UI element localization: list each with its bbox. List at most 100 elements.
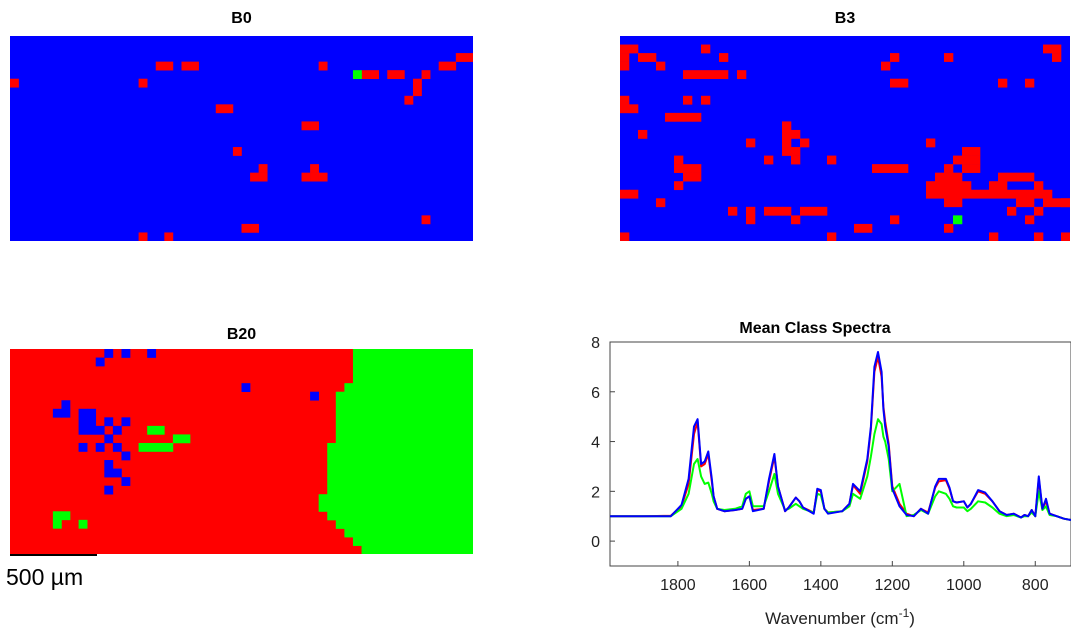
red-class-pixel [791, 147, 801, 156]
red-class-pixel [953, 189, 963, 199]
green-class-pixel [138, 442, 148, 452]
map-title-b3: B3 [834, 10, 856, 27]
red-class-pixel [10, 78, 19, 88]
y-tick-label: 4 [591, 435, 600, 452]
blue-class-pixel [87, 425, 97, 435]
x-axis-label: Wavenumber (cm-1) [765, 606, 915, 628]
red-class-pixel [656, 198, 666, 208]
y-tick-label: 6 [591, 385, 600, 402]
red-class-pixel [361, 70, 371, 80]
red-class-pixel [827, 232, 837, 241]
red-class-pixel [935, 172, 945, 182]
red-class-pixel [438, 61, 448, 71]
red-class-pixel [674, 164, 684, 173]
red-class-pixel [1007, 189, 1017, 199]
green-region-row [327, 485, 473, 495]
red-class-pixel [1025, 215, 1035, 225]
blue-class-pixel [61, 408, 71, 418]
red-class-pixel [1016, 172, 1026, 182]
red-class-spectrum-line [610, 355, 1071, 521]
blue-class-pixel [112, 442, 122, 452]
red-class-pixel [656, 61, 666, 71]
green-class-pixel [155, 425, 165, 435]
blue-class-pixel [241, 383, 251, 393]
red-class-pixel [890, 78, 900, 88]
red-class-pixel [773, 206, 783, 216]
green-class-pixel [953, 215, 963, 225]
red-class-pixel [881, 164, 891, 173]
red-class-pixel [962, 189, 972, 199]
red-class-pixel [989, 189, 999, 199]
blue-class-pixel [78, 417, 88, 427]
red-class-pixel [701, 70, 711, 80]
red-class-pixel [980, 189, 990, 199]
red-class-pixel [719, 53, 729, 62]
red-class-pixel [782, 147, 792, 156]
red-class-pixel [620, 189, 630, 199]
red-class-pixel [629, 104, 639, 114]
red-class-pixel [447, 61, 457, 71]
blue-class-spectrum-line [610, 351, 1071, 521]
green-class-pixel [52, 519, 62, 529]
red-class-pixel [629, 189, 639, 199]
blue-class-pixel [104, 485, 114, 495]
blue-class-pixel [121, 477, 131, 486]
red-class-pixel [764, 155, 774, 165]
red-class-pixel [782, 206, 792, 216]
map-title-b0: B0 [231, 10, 252, 27]
red-class-pixel [692, 164, 702, 173]
class-map-b20 [10, 349, 473, 554]
red-class-pixel [944, 172, 954, 182]
red-class-pixel [998, 189, 1008, 199]
red-class-pixel [791, 215, 801, 225]
red-class-pixel [620, 95, 630, 105]
blue-class-pixel [104, 434, 114, 444]
red-class-pixel [935, 181, 945, 191]
red-class-pixel [421, 215, 431, 225]
red-class-pixel [224, 104, 234, 114]
red-class-pixel [620, 104, 630, 114]
red-class-pixel [998, 172, 1008, 182]
scale-bar [10, 554, 97, 556]
red-class-pixel [971, 147, 981, 156]
blue-class-pixel [78, 442, 88, 452]
red-class-pixel [241, 223, 251, 233]
red-class-pixel [164, 232, 174, 241]
red-class-pixel [674, 155, 684, 165]
red-class-pixel [989, 181, 999, 191]
x-axis-label-close: ) [909, 609, 915, 628]
x-tick-label: 1000 [946, 577, 982, 594]
red-class-pixel [683, 95, 693, 105]
red-class-pixel [1043, 44, 1053, 54]
red-class-pixel [926, 138, 936, 148]
red-class-pixel [1034, 232, 1044, 241]
red-class-pixel [190, 61, 199, 71]
red-class-pixel [310, 121, 319, 131]
red-class-pixel [674, 181, 684, 191]
red-class-pixel [1025, 172, 1035, 182]
map-title-b20: B20 [226, 326, 257, 343]
x-axis-label-text: Wavenumber (cm [765, 609, 899, 628]
class-map-b0 [10, 36, 473, 241]
red-class-pixel [1016, 189, 1026, 199]
spectra-series [610, 351, 1071, 521]
red-class-pixel [665, 112, 675, 122]
red-class-pixel [953, 172, 963, 182]
red-class-pixel [620, 53, 630, 62]
red-class-pixel [800, 206, 810, 216]
red-class-pixel [962, 147, 972, 156]
y-tick-label: 8 [591, 335, 600, 352]
red-class-pixel [318, 61, 328, 71]
red-class-pixel [944, 164, 954, 173]
red-class-pixel [1034, 181, 1044, 191]
blue-class-pixel [78, 408, 88, 418]
red-class-pixel [926, 189, 936, 199]
red-class-pixel [989, 232, 999, 241]
green-region-row [318, 502, 473, 512]
red-class-pixel [1025, 78, 1035, 88]
red-class-pixel [1043, 189, 1053, 199]
red-class-pixel [899, 78, 909, 88]
green-region-row [335, 425, 473, 435]
red-class-pixel [962, 164, 972, 173]
red-class-pixel [710, 70, 720, 80]
